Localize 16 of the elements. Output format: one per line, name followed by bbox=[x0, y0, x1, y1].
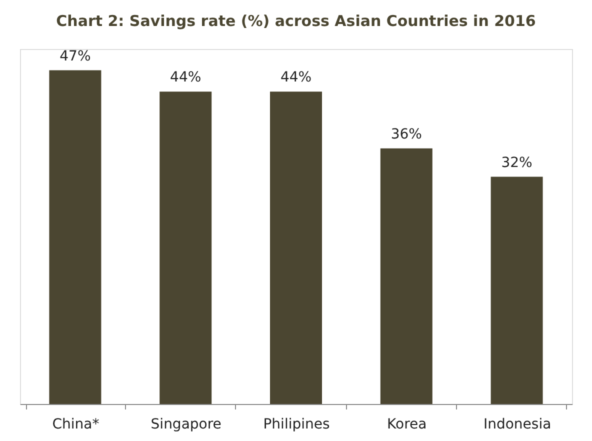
x-tick-label: Korea bbox=[387, 416, 427, 432]
data-label: 32% bbox=[501, 154, 532, 171]
x-tick-label: Singapore bbox=[150, 416, 222, 432]
data-label: 47% bbox=[60, 48, 91, 64]
x-tick-label: China* bbox=[52, 416, 100, 432]
bar bbox=[160, 92, 212, 404]
bar bbox=[380, 148, 432, 404]
bar bbox=[490, 176, 543, 404]
bar bbox=[49, 70, 102, 404]
data-label: 44% bbox=[170, 70, 202, 86]
data-label: 44% bbox=[280, 70, 312, 86]
chart-title: Chart 2: Savings rate (%) across Asian Countries in 2016 bbox=[56, 12, 536, 30]
x-tick-label: Philipines bbox=[263, 416, 330, 432]
bar bbox=[270, 92, 322, 404]
x-tick-label: Indonesia bbox=[483, 416, 552, 432]
data-label: 36% bbox=[390, 126, 422, 142]
